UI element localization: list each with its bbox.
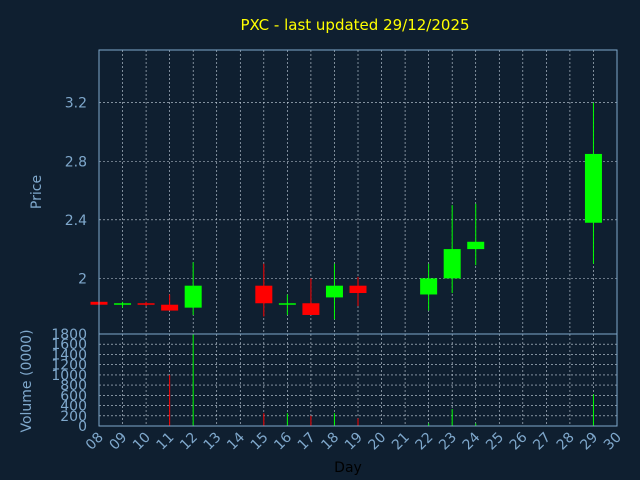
price-axis-ticks: 2 2.4 2.8 3.2 [65, 96, 87, 288]
price-tick-label: 3.2 [65, 96, 87, 112]
candle-body-up [420, 278, 438, 295]
candle-body-up [184, 285, 202, 308]
candle-body-down [255, 285, 273, 304]
price-tick-label: 2.4 [65, 213, 87, 229]
candle-body-up [278, 303, 296, 305]
candle-body-up [584, 153, 602, 223]
volume-axis-label: Volume (0000) [19, 329, 35, 432]
candle-body-up [467, 241, 485, 250]
volume-tick-label: 400 [60, 399, 87, 415]
chart-title: PXC - last updated 29/12/2025 [240, 16, 469, 34]
candle-body-up [443, 249, 461, 279]
volume-tick-label: 1400 [51, 347, 87, 363]
price-tick-label: 2.8 [65, 154, 87, 170]
candle-body-down [349, 285, 367, 294]
candles-layer [90, 102, 602, 320]
candle-body-down [302, 303, 320, 315]
day-axis-ticks: 08 09 10 11 12 13 14 15 16 17 18 19 20 21 22 23 24 25 26 27… [83, 429, 625, 453]
volume-bars-layer [122, 334, 594, 426]
volume-tick-label: 1000 [51, 368, 87, 384]
volume-tick-label: 200 [60, 409, 87, 425]
volume-tick-label: 1800 [51, 327, 87, 343]
volume-tick-label: 0 [78, 419, 87, 435]
price-axis-label: Price [29, 175, 45, 209]
candle-body-down [161, 304, 179, 311]
day-axis-label: Day [334, 460, 362, 476]
volume-tick-label: 1600 [51, 337, 87, 353]
price-tick-label: 2 [78, 271, 87, 287]
volume-tick-label: 1200 [51, 358, 87, 374]
volume-tick-label: 600 [60, 388, 87, 404]
candle-body-down [137, 303, 155, 305]
volume-plot-frame [98, 333, 618, 427]
candle-body-up [325, 285, 343, 298]
candle-body-up [114, 303, 132, 305]
volume-tick-label: 800 [60, 378, 87, 394]
